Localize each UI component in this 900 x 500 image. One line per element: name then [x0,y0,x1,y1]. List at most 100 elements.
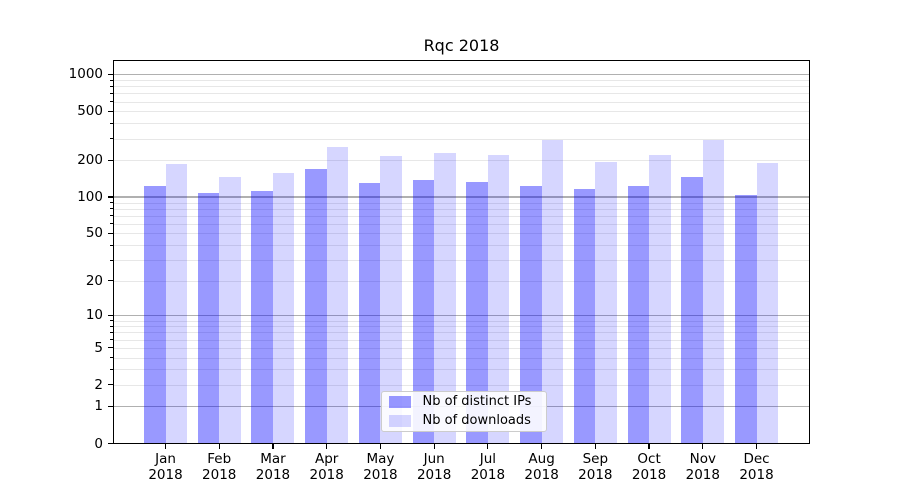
y-minor-tick-60 [110,223,113,225]
y-tick-label-50: 50 [85,225,103,242]
y-tick-label-2: 2 [94,376,103,393]
y-tick-label-500: 500 [77,103,103,120]
gridline-minor-60 [113,223,810,225]
y-minor-tick-30 [110,259,113,261]
y-minor-tick-900 [110,79,113,81]
gridline-minor-800 [113,86,810,88]
x-tick-dec-2018 [755,443,758,449]
x-tick-mar-2018 [272,443,274,449]
bar-distinct-ips-sep-2018 [573,188,596,444]
bar-distinct-ips-jun-2018 [412,180,435,444]
y-tick-label-20: 20 [85,272,103,289]
bar-distinct-ips-apr-2018 [305,168,327,444]
plot-area: Nb of distinct IPs Nb of downloads [113,60,810,444]
y-tick-label-1: 1 [94,398,103,415]
gridline-minor-4 [113,357,810,359]
bar-downloads-aug-2018 [541,139,564,444]
y-tick-label-10: 10 [85,307,103,324]
legend-label-downloads: Nb of downloads [422,413,531,429]
bar-downloads-dec-2018 [756,162,779,444]
x-tick-label-jul-2018: Jul 2018 [456,451,520,484]
x-tick-label-dec-2018: Dec 2018 [725,451,789,484]
y-minor-tick-20 [110,280,113,282]
x-tick-label-line: 2018 [416,467,452,483]
y-tick-1000 [108,73,113,76]
x-tick-label-jun-2018: Jun 2018 [402,451,466,484]
x-tick-label-line: Jul [479,450,497,467]
x-tick-apr-2018 [326,443,328,449]
x-tick-label-line: 2018 [470,467,506,483]
bar-distinct-ips-nov-2018 [681,176,703,444]
x-tick-aug-2018 [541,443,543,449]
legend-swatch-distinct-ips [388,395,411,408]
x-tick-label-line: 2018 [631,467,667,483]
bar-distinct-ips-jul-2018 [466,181,488,444]
x-tick-label-line: 2018 [524,467,559,483]
y-minor-tick-700 [110,92,113,94]
y-tick-10 [108,314,113,316]
gridline-minor-3 [113,369,810,371]
gridline-minor-90 [113,202,810,204]
x-tick-label-aug-2018: Aug 2018 [510,451,574,484]
x-tick-label-line: Apr [315,450,339,467]
y-minor-tick-400 [110,122,113,124]
bar-downloads-feb-2018 [219,176,241,444]
x-tick-label-line: 2018 [685,467,720,483]
y-minor-tick-5 [110,347,113,349]
bar-downloads-jul-2018 [487,155,510,444]
x-tick-label-oct-2018: Oct 2018 [617,451,681,484]
x-tick-may-2018 [379,443,381,449]
x-tick-label-line: Nov [689,450,716,467]
gridline-minor-30 [113,260,810,262]
bar-distinct-ips-aug-2018 [520,185,542,444]
y-tick-1 [108,405,113,408]
gridline-minor-40 [113,245,810,247]
gridline-minor-500 [113,111,810,113]
bar-distinct-ips-may-2018 [358,182,381,444]
bar-distinct-ips-dec-2018 [735,195,757,444]
x-tick-jan-2018 [164,443,167,449]
y-minor-tick-500 [110,110,113,112]
x-tick-feb-2018 [218,443,220,449]
x-tick-label-may-2018: May 2018 [348,451,412,484]
x-tick-label-line: Oct [637,450,661,467]
y-minor-tick-800 [110,85,113,87]
bar-downloads-sep-2018 [595,161,617,444]
x-tick-label-line: Sep [582,450,609,467]
y-minor-tick-9 [110,320,113,321]
y-tick-label-0: 0 [94,435,103,452]
bar-distinct-ips-mar-2018 [251,190,273,444]
x-tick-label-line: Aug [528,450,555,467]
y-tick-label-5: 5 [94,339,103,356]
y-minor-tick-600 [110,101,113,103]
x-tick-label-line: 2018 [363,467,398,483]
bar-downloads-nov-2018 [702,139,725,444]
legend: Nb of distinct IPs Nb of downloads [380,391,547,432]
gridline-major-100 [113,196,810,198]
gridline-minor-70 [113,215,810,217]
y-minor-tick-40 [110,244,113,246]
x-tick-label-mar-2018: Mar 2018 [241,451,305,484]
x-tick-jun-2018 [433,443,435,449]
bar-downloads-oct-2018 [649,154,671,444]
y-tick-label-200: 200 [77,152,103,169]
gridline-minor-700 [113,93,810,95]
bar-downloads-mar-2018 [272,172,295,444]
y-minor-tick-300 [110,138,113,140]
x-tick-label-line: 2018 [255,467,291,483]
gridline-major-10 [113,314,810,317]
legend-swatch-downloads [388,415,411,428]
x-tick-label-line: 2018 [309,467,344,483]
y-minor-tick-6 [110,339,113,341]
gridline-minor-6 [113,339,810,341]
gridline-minor-600 [113,101,810,103]
x-tick-label-line: 2018 [148,467,183,483]
y-minor-tick-7 [110,331,113,333]
x-tick-label-nov-2018: Nov 2018 [671,451,735,484]
gridline-minor-200 [113,160,810,162]
y-minor-tick-50 [110,232,113,234]
x-tick-oct-2018 [648,443,650,449]
x-tick-jul-2018 [487,443,489,449]
y-tick-label-1000: 1000 [68,66,103,83]
